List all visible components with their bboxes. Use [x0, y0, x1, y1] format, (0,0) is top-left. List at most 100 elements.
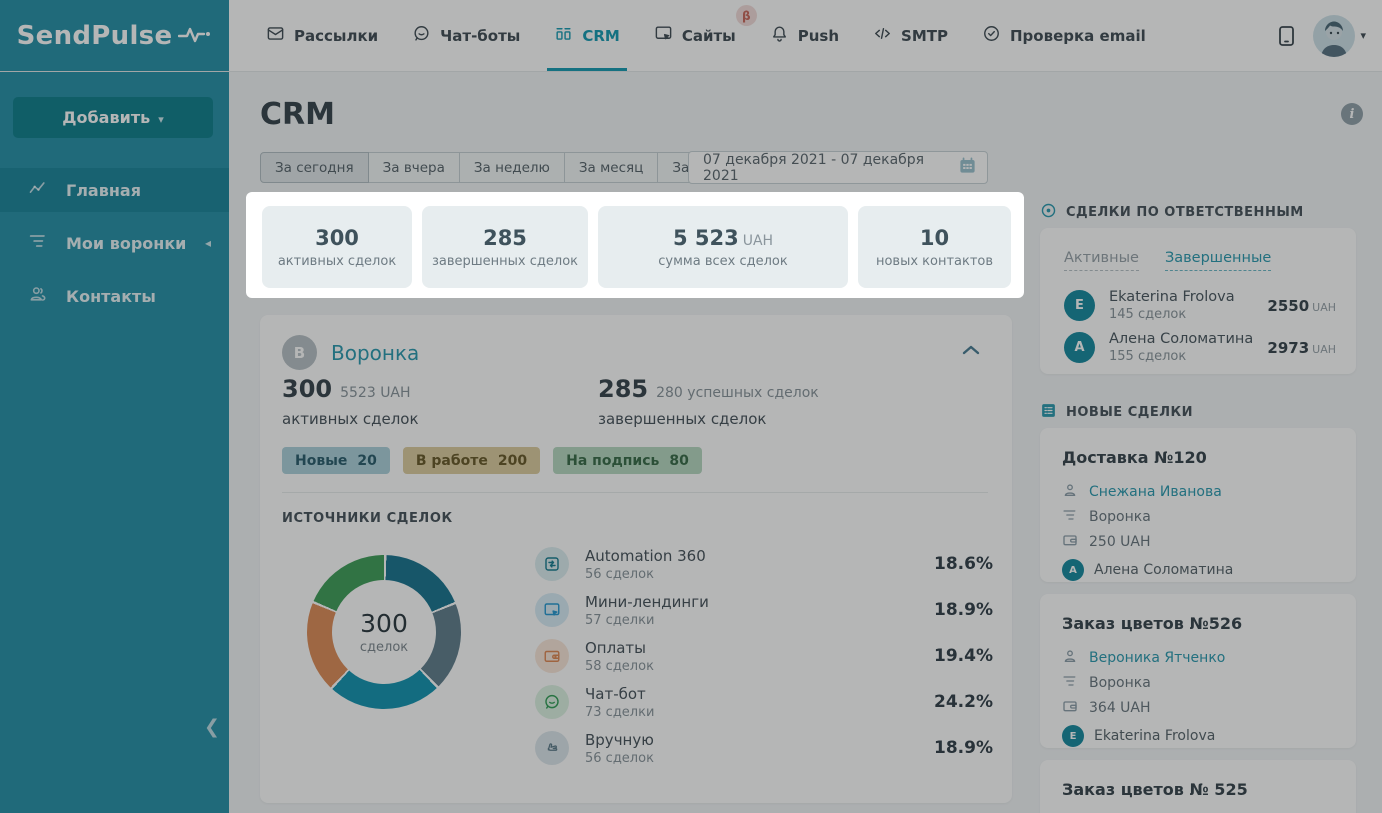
- source-name: Мини-лендинги: [585, 592, 709, 611]
- avatar: E: [1062, 725, 1084, 747]
- sidebar-item-contacts[interactable]: Контакты: [0, 274, 229, 318]
- sidebar-collapse-icon[interactable]: ❮: [204, 716, 220, 738]
- nav-item-push[interactable]: Push: [753, 0, 856, 71]
- source-name: Чат-бот: [585, 684, 646, 703]
- nav-label: Push: [797, 26, 840, 45]
- preset-week-button[interactable]: За неделю: [459, 152, 565, 183]
- preset-month-button[interactable]: За месяц: [564, 152, 659, 183]
- wallet-icon: [1062, 698, 1078, 718]
- code-icon: [873, 24, 892, 47]
- source-count: 56 сделок: [585, 750, 654, 766]
- source-percent: 18.6%: [934, 554, 993, 574]
- mobile-app-icon[interactable]: [1278, 25, 1295, 47]
- donut-center-value: 300: [360, 609, 408, 638]
- source-name: Оплаты: [585, 638, 646, 657]
- total-amount-card: 5 523 UAH сумма всех сделок: [598, 206, 848, 288]
- total-amount-label: сумма всех сделок: [658, 253, 788, 269]
- logo-text: SendPulse: [16, 20, 173, 51]
- avatar: E: [1064, 290, 1095, 321]
- nav-item-sites[interactable]: Сайты β: [637, 0, 757, 71]
- responsible-name: Алена Соломатина: [1109, 331, 1254, 347]
- sidebar-item-main[interactable]: Главная: [0, 168, 229, 212]
- nav-item-mailings[interactable]: Рассылки: [249, 0, 395, 71]
- user-menu[interactable]: ▾: [1313, 14, 1366, 57]
- nav-item-crm[interactable]: CRM: [537, 0, 637, 71]
- active-deals-value: 300: [315, 225, 359, 250]
- crm-columns-icon: [554, 24, 573, 47]
- by-responsible-title: СДЕЛКИ ПО ОТВЕТСТВЕННЫМ: [1066, 205, 1304, 220]
- divider: [282, 492, 988, 493]
- deal-pipeline-row: Воронка: [1062, 671, 1336, 695]
- info-icon[interactable]: i: [1341, 103, 1363, 125]
- funnel-icon: [28, 231, 48, 255]
- deal-amount-row: 364 UAH: [1062, 696, 1336, 720]
- stat-label: активных сделок: [282, 410, 419, 428]
- nav-item-chatbots[interactable]: Чат-боты: [395, 0, 537, 71]
- pipeline-title[interactable]: Воронка: [331, 340, 420, 365]
- top-header: SendPulse Рассылки Чат-боты CRM Сайты β: [0, 0, 1382, 72]
- deal-amount: 364 UAH: [1089, 700, 1151, 716]
- total-amount-value: 5 523 UAH: [672, 225, 774, 250]
- date-range-value: 07 декабря 2021 - 07 декабря 2021: [703, 151, 925, 184]
- active-deals-card: 300 активных сделок: [262, 206, 412, 288]
- stage-chip-signing: На подпись 80: [553, 447, 702, 474]
- stat-extra: 5523 UAH: [340, 385, 411, 401]
- list-icon: [1040, 402, 1057, 423]
- nav-item-smtp[interactable]: SMTP: [856, 0, 965, 71]
- add-button[interactable]: Добавить ▾: [13, 97, 213, 138]
- person-icon: [1062, 482, 1078, 502]
- deal-title[interactable]: Заказ цветов №526: [1062, 614, 1243, 633]
- envelope-icon: [266, 24, 285, 47]
- deal-title[interactable]: Заказ цветов № 525: [1062, 780, 1248, 799]
- source-percent: 19.4%: [934, 646, 993, 666]
- sidebar-item-pipelines[interactable]: Мои воронки ◂: [0, 221, 229, 265]
- responsible-amount: 2973 UAH: [1267, 338, 1336, 357]
- preset-yesterday-button[interactable]: За вчера: [368, 152, 460, 183]
- sendpulse-logo[interactable]: SendPulse: [0, 0, 229, 71]
- automation360-icon: [535, 547, 569, 581]
- nav-label: Рассылки: [294, 26, 379, 45]
- donut-center-label: сделок: [359, 640, 409, 655]
- funnel-icon: [1062, 507, 1078, 527]
- deal-contact-link[interactable]: Снежана Иванова: [1089, 484, 1222, 500]
- deal-card: Заказ цветов № 525: [1040, 760, 1356, 813]
- source-count: 58 сделок: [585, 658, 654, 674]
- nav-item-email-verify[interactable]: Проверка email: [965, 0, 1163, 71]
- nav-label: SMTP: [901, 26, 948, 45]
- source-name: Automation 360: [585, 546, 706, 565]
- date-range-input[interactable]: 07 декабря 2021 - 07 декабря 2021: [688, 151, 988, 184]
- currency-label: UAH: [1312, 342, 1336, 356]
- responsible-row[interactable]: A Алена Соломатина 155 сделок 2973 UAH: [1064, 331, 1336, 364]
- tab-active-deals[interactable]: Активные: [1064, 250, 1139, 271]
- deal-contact-link[interactable]: Вероника Ятченко: [1089, 650, 1226, 666]
- deal-pipeline-row: Воронка: [1062, 505, 1336, 529]
- caret-left-icon: ◂: [204, 236, 211, 250]
- line-chart-icon: [28, 178, 48, 202]
- preset-today-button[interactable]: За сегодня: [260, 152, 369, 183]
- chevron-up-icon[interactable]: [962, 341, 980, 360]
- deal-card: Заказ цветов №526 Вероника Ятченко Ворон…: [1040, 594, 1356, 748]
- responsible-amount: 2550 UAH: [1267, 296, 1336, 315]
- calendar-icon[interactable]: [958, 156, 977, 179]
- pipeline-panel: В Воронка 300 5523 UAH активных сделок 28…: [260, 315, 1012, 803]
- responsible-deal-count: 155 сделок: [1109, 349, 1187, 364]
- active-deals-label: активных сделок: [277, 253, 397, 269]
- tab-finished-deals[interactable]: Завершенные: [1164, 250, 1272, 271]
- avatar: A: [1062, 559, 1084, 581]
- caret-down-icon: ▾: [158, 113, 164, 126]
- deal-amount: 250 UAH: [1089, 534, 1151, 550]
- deal-pipeline-name: Воронка: [1089, 675, 1151, 691]
- landing-icon: [535, 593, 569, 627]
- responsible-row[interactable]: E Ekaterina Frolova 145 сделок 2550 UAH: [1064, 289, 1336, 322]
- nav-label: CRM: [582, 26, 620, 45]
- main-content: CRM i За сегодня За вчера За неделю За м…: [229, 72, 1382, 813]
- nav-label: Сайты: [681, 26, 736, 45]
- sidebar-item-label: Контакты: [66, 286, 156, 306]
- top-nav: Рассылки Чат-боты CRM Сайты β Push SM: [249, 0, 1163, 71]
- deal-contact-row: Снежана Иванова: [1062, 480, 1336, 504]
- deal-title[interactable]: Доставка №120: [1062, 448, 1207, 467]
- pipeline-active-stat: 300 5523 UAH активных сделок: [282, 375, 419, 428]
- source-percent: 18.9%: [934, 600, 993, 620]
- responsible-deal-count: 145 сделок: [1109, 307, 1187, 322]
